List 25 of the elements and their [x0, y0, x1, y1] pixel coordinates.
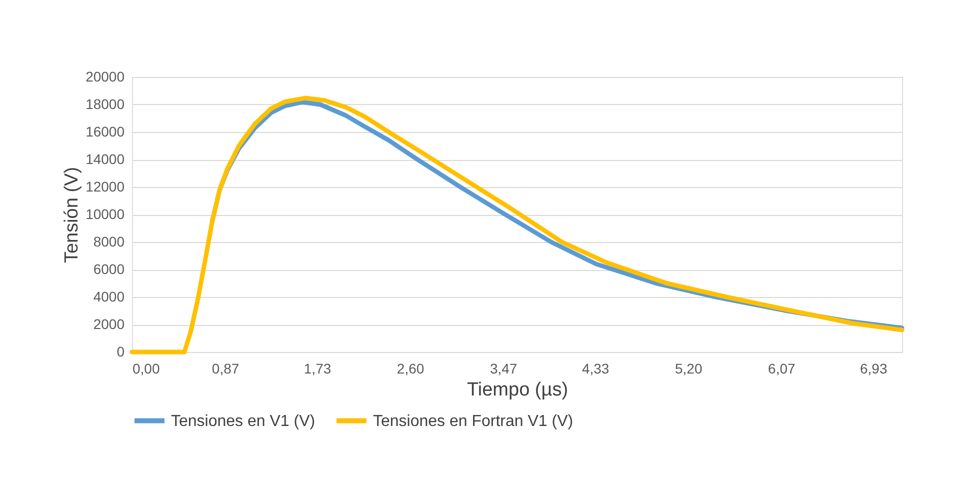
x-tick-label: 2,60 — [396, 360, 424, 376]
x-tick-label: 4,33 — [582, 360, 610, 376]
legend-label: Tensiones en V1 (V) — [171, 412, 316, 430]
y-tick-label: 8000 — [93, 234, 125, 250]
x-tick-label: 6,93 — [860, 360, 888, 376]
y-tick-label: 20000 — [86, 68, 125, 84]
y-tick-label: 10000 — [86, 206, 125, 222]
y-tick-label: 14000 — [86, 151, 125, 167]
y-tick-label: 6000 — [93, 261, 125, 277]
x-axis-title: Tiempo (µs) — [466, 380, 568, 400]
y-tick-label: 2000 — [93, 316, 125, 332]
x-tick-label: 5,20 — [674, 360, 702, 376]
x-tick-label: 6,07 — [768, 360, 796, 376]
x-tick-label: 0,00 — [132, 360, 160, 376]
y-axis-title: Tensión (V) — [62, 166, 83, 264]
y-tick-label: 0 — [116, 344, 125, 360]
y-tick-label: 16000 — [86, 124, 125, 140]
x-tick-label: 0,87 — [212, 360, 240, 376]
y-tick-label: 4000 — [93, 288, 125, 304]
line-series — [130, 96, 904, 354]
x-tick-label: 3,47 — [490, 360, 518, 376]
legend-label: Tensiones en Fortran V1 (V) — [373, 412, 574, 430]
y-tick-label: 18000 — [86, 96, 125, 112]
y-tick-label: 12000 — [86, 178, 125, 194]
x-tick-label: 1,73 — [304, 360, 332, 376]
